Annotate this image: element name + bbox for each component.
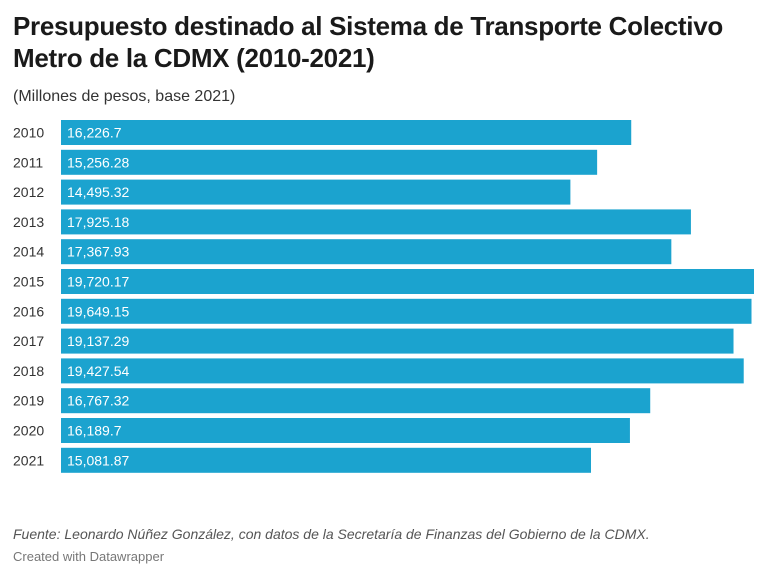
bar-2018[interactable] [61, 358, 744, 384]
bar-chart: 2010 16,226.7 2011 15,256.28 2012 14,495.32 20… [13, 120, 754, 473]
value-label-2012: 14,495.32 [67, 184, 129, 200]
value-label-2020: 16,189.7 [67, 423, 122, 439]
source-note: Fuente: Leonardo Núñez González, con dat… [13, 526, 650, 542]
value-label-2015: 19,720.17 [67, 274, 129, 290]
value-label-2014: 17,367.93 [67, 244, 129, 260]
year-label-2016: 2016 [13, 303, 44, 319]
bar-2014[interactable] [61, 239, 672, 265]
value-label-2011: 15,256.28 [67, 154, 129, 170]
bar-2012[interactable] [61, 179, 571, 205]
bar-2021[interactable] [61, 447, 592, 473]
year-label-2019: 2019 [13, 393, 44, 409]
year-label-2018: 2018 [13, 363, 44, 379]
value-label-2013: 17,925.18 [67, 214, 129, 230]
year-label-2011: 2011 [13, 154, 43, 170]
bar-2013[interactable] [61, 209, 691, 235]
datawrapper-credit[interactable]: Created with Datawrapper [13, 549, 165, 564]
bar-2020[interactable] [61, 418, 630, 443]
bar-2017[interactable] [61, 328, 734, 354]
year-label-2015: 2015 [13, 274, 44, 290]
value-label-2021: 15,081.87 [67, 452, 129, 468]
year-label-2020: 2020 [13, 423, 44, 439]
bar-2010[interactable] [61, 120, 632, 145]
year-label-2010: 2010 [13, 125, 44, 141]
value-label-2010: 16,226.7 [67, 125, 122, 141]
chart-title: Presupuesto destinado al Sistema de Tran… [13, 11, 723, 73]
bar-2019[interactable] [61, 388, 651, 414]
bar-2016[interactable] [61, 298, 752, 324]
year-label-2013: 2013 [13, 214, 44, 230]
year-label-2014: 2014 [13, 244, 44, 260]
bar-2015[interactable] [61, 269, 754, 294]
bar-2011[interactable] [61, 149, 598, 175]
value-label-2018: 19,427.54 [67, 363, 129, 379]
value-label-2016: 19,649.15 [67, 303, 129, 319]
year-label-2017: 2017 [13, 333, 44, 349]
chart-subtitle: (Millones de pesos, base 2021) [13, 88, 236, 105]
year-label-2021: 2021 [13, 452, 44, 468]
value-label-2019: 16,767.32 [67, 393, 129, 409]
value-label-2017: 19,137.29 [67, 333, 129, 349]
year-label-2012: 2012 [13, 184, 44, 200]
